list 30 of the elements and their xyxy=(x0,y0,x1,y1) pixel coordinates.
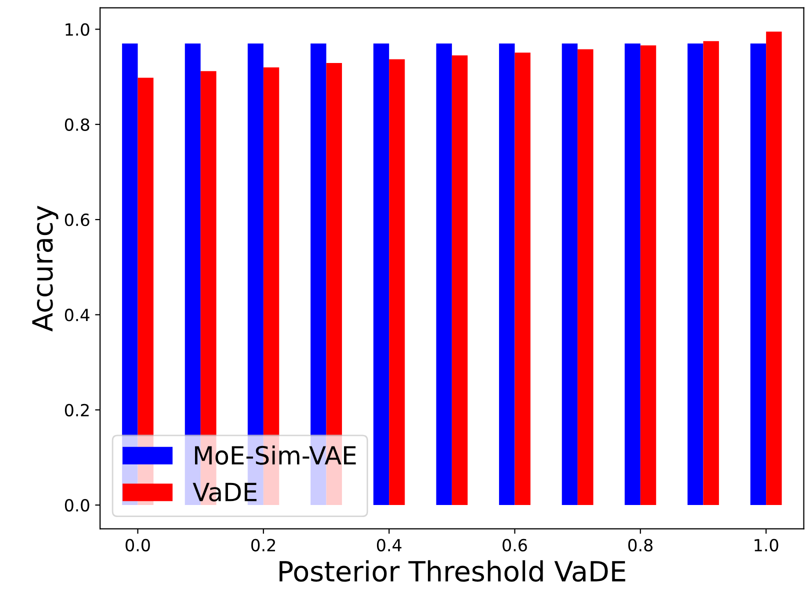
y-tick-label: 1.0 xyxy=(66,23,90,36)
x-tick-label: 0.2 xyxy=(251,538,276,552)
x-tick-label: 1.0 xyxy=(754,538,778,552)
y-tick-label: 0.0 xyxy=(64,499,90,512)
legend-label: MoE-Sim-VAE xyxy=(195,445,356,465)
bar xyxy=(452,55,468,506)
bar xyxy=(373,44,390,506)
x-tick-label: 0.6 xyxy=(502,538,527,552)
y-axis-title: Accuracy xyxy=(32,206,58,332)
x-tick-label: 0.4 xyxy=(376,538,402,552)
bar xyxy=(578,49,594,506)
y-tick-label: 0.8 xyxy=(64,118,90,131)
bar xyxy=(688,44,704,506)
x-tick-label: 0.0 xyxy=(126,538,150,552)
bar xyxy=(640,45,656,506)
x-tick-label: 0.8 xyxy=(628,538,653,552)
bar xyxy=(389,59,405,506)
bar xyxy=(514,52,530,506)
bar xyxy=(624,44,640,506)
y-tick-label: 0.6 xyxy=(64,214,90,226)
bar xyxy=(436,44,452,506)
bar xyxy=(562,44,578,506)
bar xyxy=(703,41,719,506)
y-tick-label: 0.4 xyxy=(64,308,90,322)
x-axis-title: Posterior Threshold VaDE xyxy=(280,560,626,582)
bar xyxy=(766,32,782,506)
y-tick-label: 0.2 xyxy=(64,404,89,416)
legend-label: VaDE xyxy=(192,482,256,502)
bar xyxy=(750,44,766,506)
bar xyxy=(499,44,515,506)
